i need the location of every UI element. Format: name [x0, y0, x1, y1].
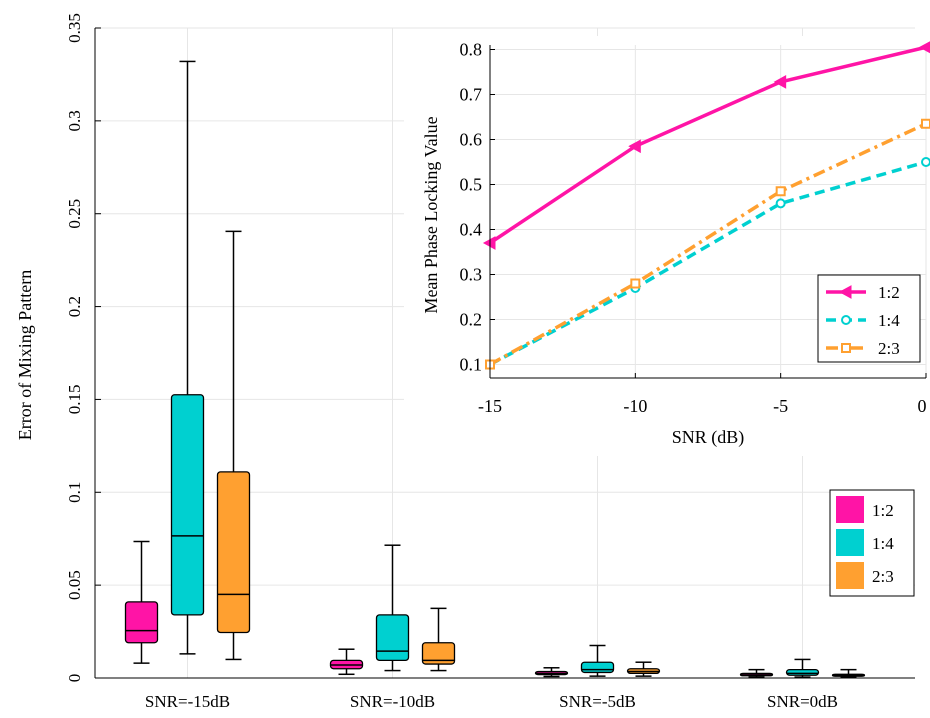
- inset-legend-label: 1:4: [878, 311, 900, 330]
- inset-x-tick-label: -5: [773, 396, 788, 416]
- inset-y-tick-labels: 0.1 0.2 0.3 0.4 0.5 0.6 0.7 0.8: [460, 40, 483, 375]
- main-legend-label: 1:2: [872, 501, 894, 520]
- main-y-tick-label: 0.2: [65, 296, 84, 317]
- inset-x-tick-labels: -15 -10 -5 0: [478, 396, 927, 416]
- inset-y-tick-label: 0.2: [460, 310, 483, 330]
- box-2-1: [421, 607, 456, 672]
- box-body: [785, 668, 820, 676]
- box-body: [421, 642, 456, 665]
- inset-y-axis-label: Mean Phase Locking Value: [421, 116, 441, 313]
- inset-legend-marker: [841, 315, 851, 325]
- inset-y-tick-label: 0.4: [460, 220, 483, 240]
- inset-data-point: [775, 186, 786, 197]
- box-1-3: [785, 658, 820, 678]
- main-y-tick-label: 0.3: [65, 110, 84, 131]
- main-x-tick-label: SNR=-15dB: [145, 692, 230, 711]
- inset-series-line: [489, 122, 927, 367]
- box-1-0: [170, 60, 205, 655]
- main-y-tick-label: 0: [65, 674, 84, 683]
- inset-data-point: [921, 157, 930, 167]
- main-legend: 1:2 1:4 2:3: [829, 489, 915, 597]
- inset-data-point: [775, 198, 786, 209]
- main-x-tick-label: SNR=-5dB: [559, 692, 636, 711]
- inset-data-point: [628, 139, 641, 154]
- box-body: [170, 394, 205, 616]
- main-boxes: [124, 60, 866, 678]
- inset-legend-marker: [838, 285, 852, 299]
- inset-background: [404, 36, 930, 456]
- inset-y-tick-label: 0.6: [460, 130, 483, 150]
- main-legend-swatch: [836, 529, 864, 556]
- inset-legend-label: 2:3: [878, 339, 900, 358]
- main-y-tick-label: 0.05: [65, 570, 84, 600]
- box-1-2: [580, 644, 615, 677]
- inset-data-point: [921, 118, 930, 129]
- main-legend-label: 1:4: [872, 534, 894, 553]
- main-y-tick-label: 0.25: [65, 199, 84, 229]
- inset-series-line: [489, 45, 927, 245]
- inset-legend-label: 1:2: [878, 283, 900, 302]
- inset-data-point: [918, 41, 930, 54]
- inset-legend: 1:2 1:4 2:3: [817, 274, 921, 363]
- main-y-tick-label: 0.35: [65, 13, 84, 43]
- main-legend-swatch: [836, 496, 864, 523]
- inset-data-point: [630, 278, 641, 289]
- main-y-axis-label: Error of Mixing Pattern: [15, 270, 35, 440]
- box-body: [124, 601, 159, 644]
- inset-x-axis-label: SNR (dB): [672, 427, 745, 448]
- inset-x-tick-label: -10: [623, 396, 647, 416]
- box-body: [375, 614, 410, 662]
- box-0-3: [739, 668, 774, 678]
- main-y-tick-label: 0.1: [65, 482, 84, 503]
- inset-line-chart: 0.1 0.2 0.3 0.4 0.5 0.6 0.7 0.8 -15 -10 -5 0 SNR (…: [404, 36, 930, 456]
- box-2-3: [831, 668, 866, 678]
- main-legend-label: 2:3: [872, 567, 894, 586]
- box-0-2: [534, 667, 569, 678]
- inset-y-tick-label: 0.3: [460, 265, 483, 285]
- box-1-1: [375, 544, 410, 672]
- inset-data-point: [773, 75, 787, 89]
- inset-y-tick-label: 0.1: [460, 355, 483, 375]
- inset-y-tick-label: 0.5: [460, 175, 483, 195]
- box-0-1: [329, 648, 364, 676]
- box-2-2: [626, 661, 661, 677]
- box-2-0: [216, 230, 251, 661]
- main-y-tick-label: 0.15: [65, 385, 84, 415]
- inset-x-tick-label: 0: [918, 396, 927, 416]
- inset-series-0: [482, 41, 930, 250]
- box-0-0: [124, 540, 159, 664]
- inset-legend-marker: [841, 343, 851, 353]
- inset-series-line: [489, 160, 927, 367]
- main-legend-swatch: [836, 562, 864, 589]
- main-x-tick-labels: SNR=-15dB SNR=-10dB SNR=-5dB SNR=0dB: [145, 692, 838, 711]
- inset-y-tick-label: 0.7: [460, 85, 483, 105]
- box-body: [580, 661, 615, 674]
- box-body: [216, 471, 251, 634]
- main-y-tick-labels: 0 0.05 0.1 0.15 0.2 0.25 0.3 0.35: [65, 13, 84, 682]
- inset-y-tick-label: 0.8: [460, 40, 483, 60]
- main-x-tick-label: SNR=0dB: [767, 692, 838, 711]
- inset-series-lines: [482, 41, 930, 370]
- inset-x-tick-label: -15: [478, 396, 502, 416]
- main-x-tick-label: SNR=-10dB: [350, 692, 435, 711]
